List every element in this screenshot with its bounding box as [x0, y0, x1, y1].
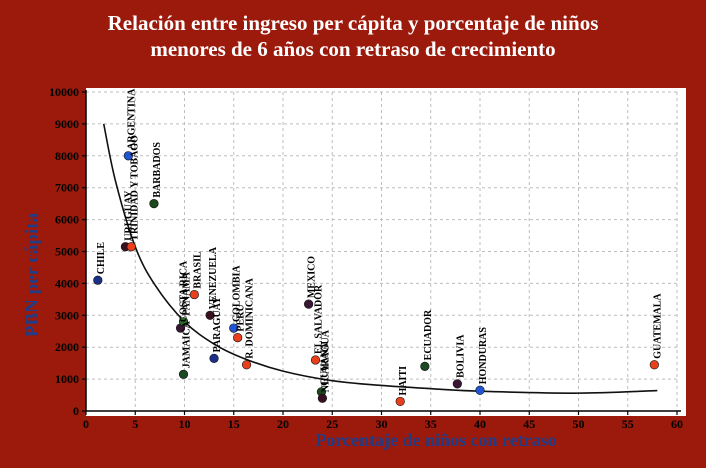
- chart-title-line-1: Relación entre ingreso per cápita y porc…: [107, 11, 599, 35]
- point-label: ARGENTINA: [126, 88, 137, 150]
- point-label: COLOMBIA: [232, 265, 243, 322]
- point-label: BRASIL: [192, 251, 203, 289]
- point-label: GUYANA: [319, 342, 330, 386]
- point-label: PERU: [236, 304, 247, 331]
- y-axis-label: PBN per cápita: [22, 212, 43, 337]
- point-label: BOLIVIA: [455, 334, 466, 378]
- data-point: [126, 242, 136, 252]
- gridlines: [86, 91, 678, 411]
- point-label: BARBADOS: [152, 142, 163, 198]
- data-point: [420, 361, 430, 371]
- x-tick-label: 55: [622, 417, 634, 431]
- data-point: [229, 323, 239, 333]
- x-tick-label: 15: [228, 417, 240, 431]
- data-point: [304, 299, 314, 309]
- x-tick-label: 20: [277, 417, 289, 431]
- x-tick-label: 50: [573, 417, 585, 431]
- y-tick-label: 5000: [55, 245, 79, 259]
- data-point: [178, 317, 189, 327]
- data-points: [93, 151, 659, 407]
- point-label: COSTA RICA: [179, 260, 190, 322]
- point-label: PANAMA: [182, 271, 193, 315]
- data-point: [93, 275, 103, 285]
- x-tick-label: 40: [474, 417, 486, 431]
- point-label: NICARAGUA: [320, 329, 331, 392]
- y-tick-label: 4000: [55, 276, 79, 290]
- point-label: R. DOMINICANA: [245, 277, 256, 358]
- data-point: [475, 385, 485, 395]
- y-tick-label: 6000: [55, 213, 79, 227]
- point-label: MEXICO: [307, 256, 318, 298]
- point-label: EL SALVADOR: [314, 284, 325, 354]
- data-point: [649, 360, 659, 370]
- x-tick-label: 25: [326, 417, 338, 431]
- y-tick-label: 10000: [49, 85, 79, 99]
- chart-title: Relación entre ingreso per cápita y porc…: [0, 10, 706, 62]
- x-axis-label: Porcentaje de niños con retraso: [315, 430, 556, 450]
- y-tick-label: 7000: [55, 181, 79, 195]
- x-tick-label: 45: [523, 417, 535, 431]
- x-tick-label: 60: [671, 417, 683, 431]
- point-label: JAMAICA: [182, 320, 193, 368]
- y-tick-label: 1000: [55, 372, 79, 386]
- data-point: [452, 379, 462, 389]
- point-label: HONDURAS: [478, 327, 489, 385]
- y-tick-label: 2000: [55, 340, 79, 354]
- point-label: ECUADOR: [423, 309, 434, 360]
- x-tick-label: 30: [376, 417, 388, 431]
- data-point: [395, 396, 405, 407]
- data-point: [189, 289, 199, 300]
- point-label: URUGUAY: [123, 190, 134, 241]
- data-point: [241, 360, 252, 370]
- data-point: [123, 151, 133, 161]
- data-point: [149, 199, 159, 209]
- data-point: [209, 353, 219, 363]
- chart-title-line-2: menores de 6 años con retraso de crecimi…: [150, 37, 556, 61]
- tick-labels: 0 5 10 15 20 25 30 35 40 45 50 55 60 0 1000 2000 3000 400…: [49, 85, 683, 431]
- point-label: VENEZUELA: [208, 246, 219, 309]
- x-tick-label: 0: [83, 417, 89, 431]
- point-label: CHILE: [96, 242, 107, 275]
- point-label: GUATEMALA: [652, 293, 663, 359]
- data-point: [178, 369, 189, 379]
- data-point: [317, 393, 328, 403]
- data-point: [310, 355, 321, 365]
- point-label: TRINIDAD Y TOBAGO: [129, 135, 140, 241]
- point-label: PARAGUAY: [212, 296, 223, 352]
- x-tick-label: 5: [132, 417, 138, 431]
- axes: [82, 90, 681, 415]
- y-tick-label: 3000: [55, 308, 79, 322]
- x-tick-label: 10: [179, 417, 191, 431]
- data-point: [233, 333, 243, 343]
- point-label: HAITI: [398, 366, 409, 396]
- data-point: [205, 310, 215, 320]
- y-tick-label: 8000: [55, 149, 79, 163]
- y-tick-label: 9000: [55, 117, 79, 131]
- x-tick-label: 35: [425, 417, 437, 431]
- y-tick-label: 0: [73, 404, 79, 418]
